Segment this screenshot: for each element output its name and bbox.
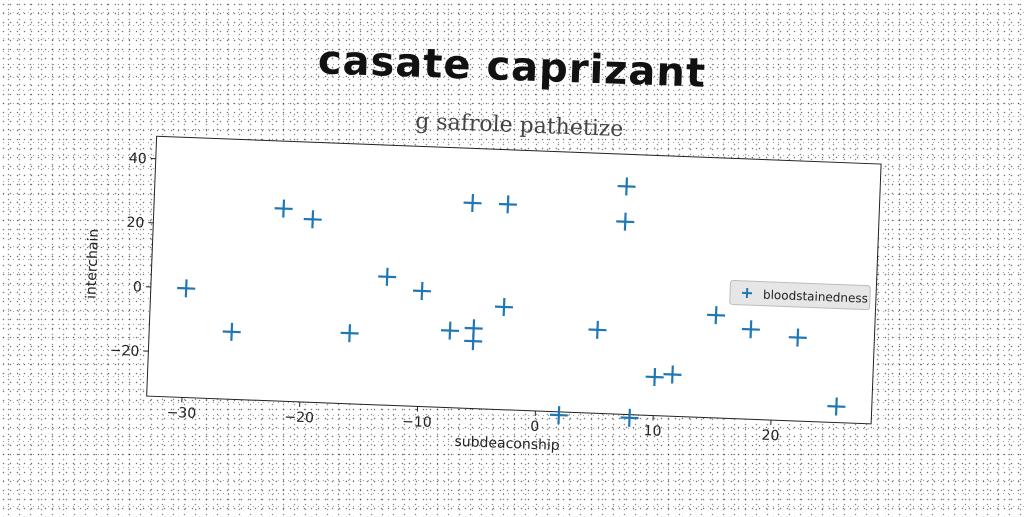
x-tick-label: −10	[402, 414, 432, 431]
y-tick-label: 40	[129, 151, 147, 168]
x-axis-label: subdeaconship	[454, 434, 560, 454]
plot-group: g safrole pathetize −30 −20 −10 0 10 20 −20 0 2…	[78, 97, 882, 466]
x-tick-label: 10	[643, 423, 661, 440]
y-tick-label: 20	[126, 215, 144, 232]
x-tick-label: 0	[530, 419, 540, 435]
y-tick-label: −20	[110, 343, 140, 360]
legend: bloodstainedness	[730, 280, 871, 309]
x-tick-label: −30	[166, 405, 196, 422]
plot-area	[147, 136, 881, 424]
chart-title: g safrole pathetize	[415, 109, 624, 142]
y-axis-label: interchain	[83, 228, 102, 299]
x-tick-label: 20	[761, 428, 779, 445]
x-tick-label: −20	[284, 409, 314, 426]
y-tick-label: 0	[133, 279, 143, 295]
